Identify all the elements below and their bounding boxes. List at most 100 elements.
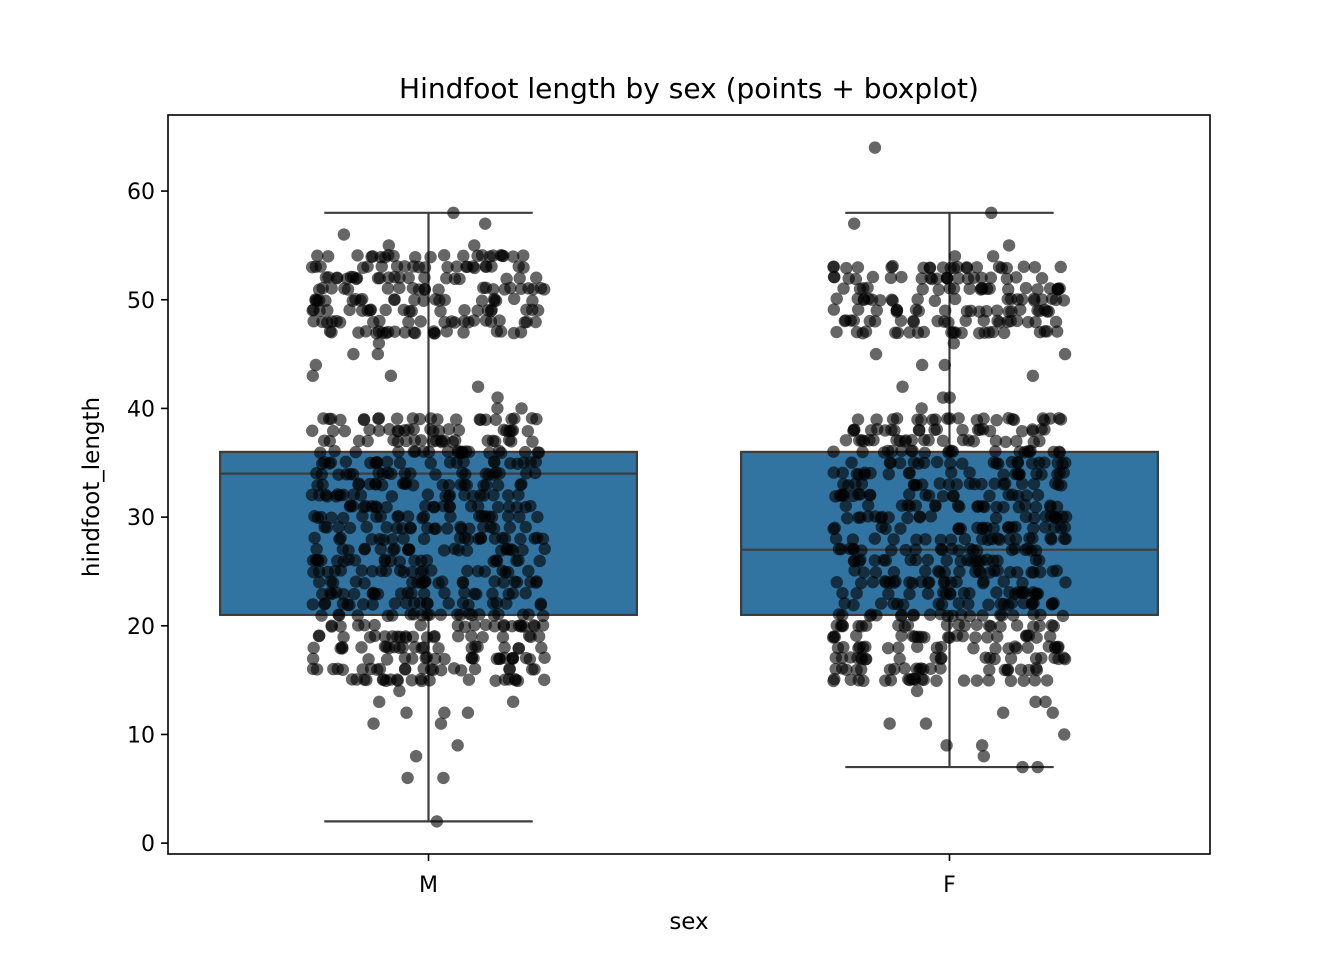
data-point: [497, 618, 511, 632]
data-point: [380, 501, 393, 514]
data-point: [527, 619, 541, 632]
data-point: [316, 587, 329, 601]
data-point: [921, 553, 935, 567]
data-point: [924, 271, 937, 285]
data-point: [1030, 631, 1043, 644]
data-point: [430, 815, 444, 828]
data-point: [1029, 500, 1043, 514]
data-point: [524, 456, 537, 469]
data-point: [450, 260, 463, 273]
data-point: [514, 326, 528, 339]
data-point: [1027, 620, 1040, 633]
plot-frame: [167, 114, 1211, 855]
data-point: [1001, 598, 1015, 612]
data-point: [414, 618, 428, 632]
data-point: [888, 576, 901, 589]
data-point: [885, 544, 898, 557]
data-point: [938, 315, 951, 328]
data-point: [1038, 423, 1051, 436]
data-point: [476, 630, 489, 644]
data-point: [1011, 566, 1024, 579]
data-point: [1054, 260, 1067, 274]
data-point: [913, 510, 927, 523]
data-point: [495, 544, 508, 557]
data-point: [967, 642, 980, 655]
data-point: [1029, 553, 1043, 567]
data-point: [895, 608, 908, 622]
data-point: [1027, 566, 1040, 579]
data-point: [1014, 303, 1027, 316]
data-point: [977, 749, 990, 763]
data-point: [855, 652, 868, 666]
data-point: [531, 510, 544, 524]
data-point: [957, 674, 971, 687]
data-point: [947, 337, 961, 350]
data-point: [994, 620, 1007, 633]
data-point: [838, 314, 851, 328]
data-point: [1003, 585, 1016, 599]
data-point: [976, 532, 989, 546]
data-point: [528, 663, 541, 676]
data-point: [457, 315, 471, 328]
data-point: [371, 271, 385, 285]
data-point: [959, 314, 972, 327]
data-point: [483, 446, 496, 460]
data-point: [1010, 642, 1023, 655]
data-point: [356, 663, 369, 676]
data-point: [348, 554, 362, 567]
data-point: [306, 598, 320, 611]
data-point: [923, 608, 937, 621]
data-point: [996, 706, 1010, 719]
data-point: [429, 522, 442, 535]
data-point: [1002, 283, 1015, 296]
data-point: [888, 424, 901, 437]
data-point: [372, 424, 386, 437]
data-point: [393, 684, 406, 698]
data-point: [381, 282, 395, 295]
data-point: [1017, 260, 1031, 273]
data-point: [911, 413, 924, 426]
data-point: [836, 609, 849, 622]
data-point: [943, 412, 956, 425]
data-point: [332, 468, 345, 481]
data-point: [488, 456, 501, 469]
data-point: [489, 413, 503, 426]
data-point: [388, 597, 402, 610]
data-point: [1049, 315, 1063, 329]
data-point: [503, 662, 516, 676]
data-point: [837, 478, 850, 491]
data-point: [949, 326, 962, 339]
data-point: [482, 468, 495, 481]
data-point: [506, 587, 520, 600]
data-point: [310, 542, 323, 556]
data-point: [952, 522, 965, 535]
data-point: [1050, 325, 1064, 338]
data-point: [867, 433, 880, 447]
data-point: [840, 261, 853, 275]
data-point: [363, 423, 376, 436]
data-point: [517, 261, 530, 274]
data-point: [401, 510, 415, 523]
data-point: [969, 631, 982, 644]
data-point: [352, 477, 366, 490]
data-point: [1053, 466, 1066, 480]
data-point: [349, 445, 362, 459]
data-point: [326, 576, 340, 589]
data-point: [362, 653, 375, 666]
data-point: [1048, 651, 1061, 665]
data-point: [493, 314, 506, 327]
data-point: [535, 641, 548, 655]
data-point: [928, 294, 942, 308]
data-point: [883, 717, 896, 730]
data-point: [982, 674, 995, 687]
data-point: [830, 292, 843, 305]
data-point: [963, 282, 976, 296]
data-point: [494, 446, 508, 460]
data-point: [504, 435, 518, 448]
data-point: [491, 402, 504, 415]
data-point: [438, 316, 451, 329]
data-point: [400, 706, 413, 719]
data-point: [846, 533, 860, 546]
data-point: [462, 673, 476, 686]
data-point: [962, 434, 975, 447]
